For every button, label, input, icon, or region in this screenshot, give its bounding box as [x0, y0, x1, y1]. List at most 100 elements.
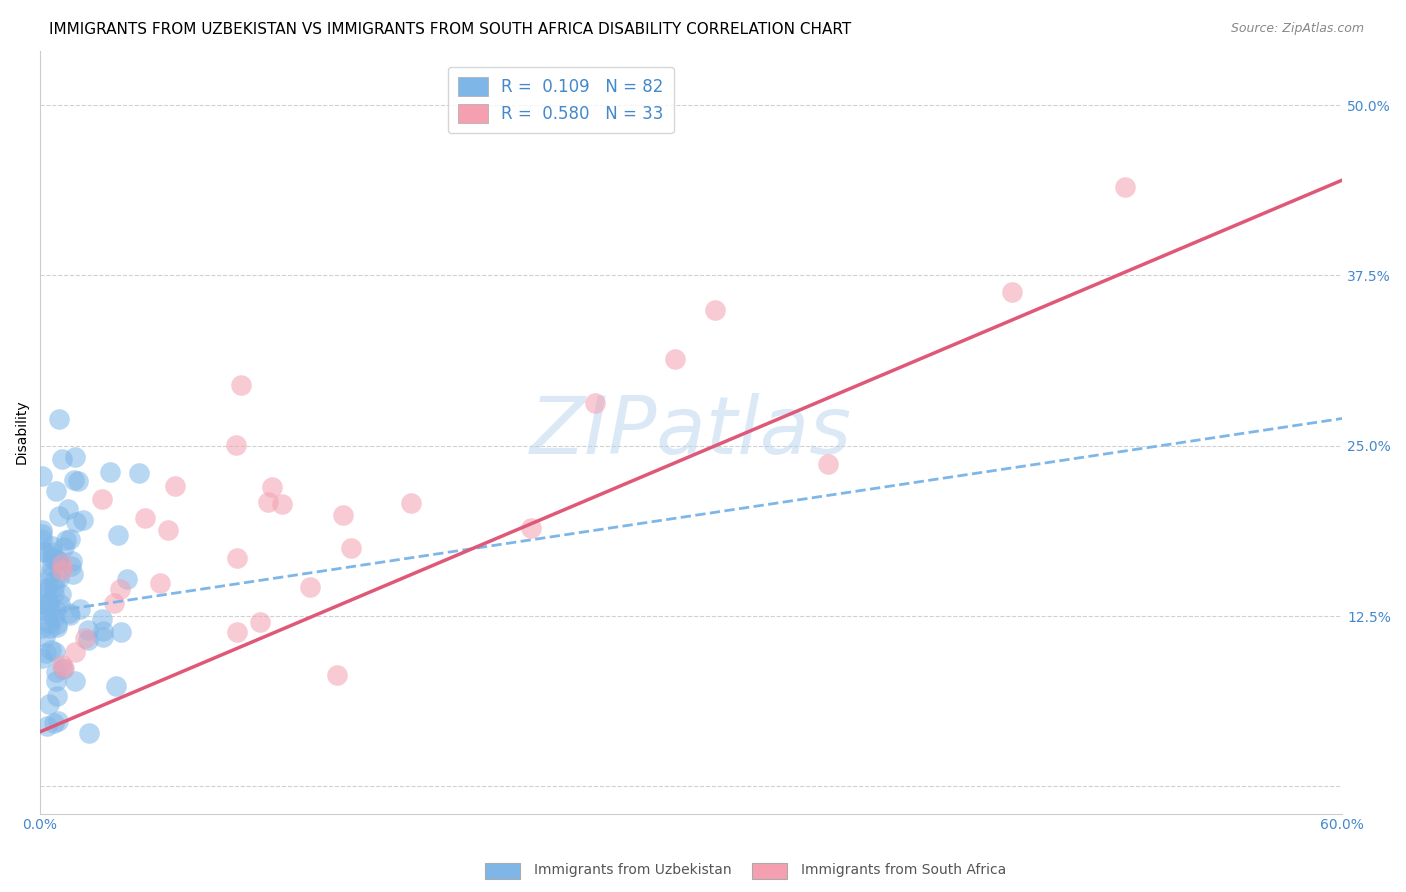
Point	[583, 396, 606, 410]
Point	[34, 630, 56, 644]
Point	[60, 559, 83, 574]
Point	[38, 697, 60, 711]
Point	[225, 551, 247, 566]
Point	[225, 625, 247, 640]
Point	[42, 580, 65, 594]
Point	[41, 558, 63, 573]
Point	[51, 657, 73, 672]
Point	[31, 621, 53, 635]
Point	[51, 452, 73, 467]
Point	[52, 662, 75, 676]
Point	[107, 528, 129, 542]
Point	[35, 582, 58, 597]
Point	[31, 526, 53, 541]
Point	[45, 616, 67, 631]
Point	[1001, 285, 1024, 300]
Point	[34, 581, 56, 595]
Point	[134, 510, 156, 524]
Point	[260, 480, 283, 494]
Point	[65, 516, 87, 530]
Point	[271, 497, 294, 511]
Point	[39, 643, 62, 657]
Point	[90, 491, 112, 506]
Point	[31, 532, 53, 546]
Point	[58, 607, 80, 621]
Point	[41, 552, 63, 566]
Point	[69, 601, 91, 615]
Point	[128, 466, 150, 480]
Point	[325, 667, 347, 681]
Point	[46, 556, 69, 570]
Point	[37, 596, 59, 610]
Point	[41, 550, 63, 565]
Point	[41, 539, 63, 553]
Point	[229, 378, 252, 392]
Point	[817, 458, 839, 472]
Point	[67, 474, 90, 488]
Point	[77, 726, 100, 740]
Point	[110, 625, 132, 640]
Point	[257, 495, 280, 509]
Point	[72, 513, 94, 527]
Point	[65, 673, 87, 688]
Point	[103, 596, 125, 610]
Point	[340, 541, 363, 555]
Point	[45, 553, 67, 567]
Point	[31, 523, 53, 537]
Point	[332, 508, 354, 522]
Point	[32, 586, 55, 600]
Point	[38, 566, 60, 580]
Text: Immigrants from Uzbekistan: Immigrants from Uzbekistan	[534, 863, 733, 877]
Point	[55, 533, 77, 548]
Text: Immigrants from South Africa: Immigrants from South Africa	[801, 863, 1007, 877]
Point	[44, 645, 66, 659]
Point	[75, 632, 97, 646]
Point	[31, 469, 53, 483]
Point	[56, 501, 79, 516]
Point	[225, 438, 247, 452]
Point	[46, 553, 69, 567]
Point	[38, 615, 60, 630]
Point	[91, 624, 114, 638]
Point	[41, 545, 63, 559]
Point	[156, 523, 179, 537]
Point	[48, 571, 70, 585]
Point	[104, 679, 127, 693]
Point	[49, 597, 72, 611]
Point	[45, 665, 67, 680]
Point	[704, 303, 727, 318]
Point	[39, 602, 62, 616]
Point	[59, 607, 82, 622]
Point	[1114, 180, 1136, 194]
Point	[77, 633, 100, 648]
Point	[32, 544, 55, 558]
Point	[51, 557, 73, 571]
Point	[117, 572, 139, 586]
Text: ZIPatlas: ZIPatlas	[530, 393, 852, 471]
Point	[45, 484, 67, 499]
Point	[48, 508, 70, 523]
Point	[76, 623, 98, 637]
Point	[32, 602, 55, 616]
Point	[299, 580, 322, 594]
Text: IMMIGRANTS FROM UZBEKISTAN VS IMMIGRANTS FROM SOUTH AFRICA DISABILITY CORRELATIO: IMMIGRANTS FROM UZBEKISTAN VS IMMIGRANTS…	[49, 22, 852, 37]
Point	[163, 479, 186, 493]
Point	[46, 690, 69, 704]
Point	[45, 603, 67, 617]
Point	[31, 545, 53, 559]
Point	[63, 645, 86, 659]
Point	[48, 411, 70, 425]
Point	[46, 620, 69, 634]
Point	[38, 621, 60, 635]
Point	[59, 532, 82, 546]
Point	[38, 596, 60, 610]
Point	[399, 496, 422, 510]
Point	[44, 573, 66, 587]
Point	[42, 587, 65, 601]
Point	[49, 587, 72, 601]
Point	[35, 604, 58, 618]
Point	[39, 570, 62, 584]
Point	[98, 465, 121, 479]
Point	[35, 719, 58, 733]
Point	[519, 521, 541, 535]
